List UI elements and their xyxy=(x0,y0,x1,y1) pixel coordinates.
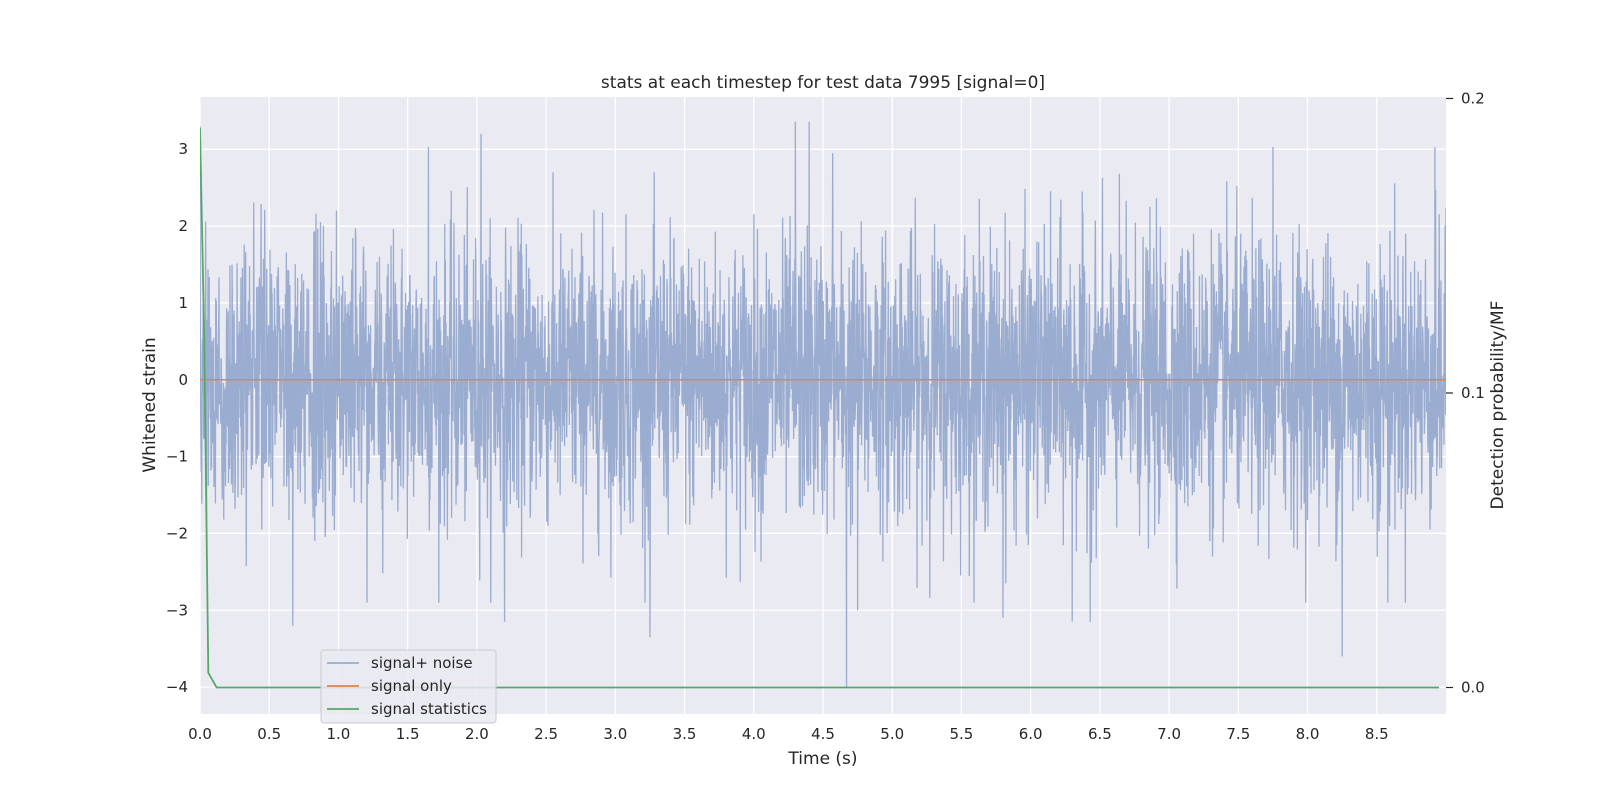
legend-label-signal-noise: signal+ noise xyxy=(371,654,473,672)
x-tick-label: 4.0 xyxy=(742,725,766,743)
y-left-tick-label: 3 xyxy=(178,140,188,158)
legend: signal+ noise signal only signal statist… xyxy=(320,649,497,724)
y-right-tick-label: 0.2 xyxy=(1461,89,1485,107)
x-tick-label: 3.5 xyxy=(673,725,697,743)
y-right-tick-label: 0.0 xyxy=(1461,678,1485,696)
x-axis-title: Time (s) xyxy=(787,749,857,769)
x-tick-label: 4.5 xyxy=(811,725,835,743)
legend-frame xyxy=(320,649,497,724)
x-tick-label: 6.0 xyxy=(1019,725,1043,743)
x-tick-label: 2.0 xyxy=(465,725,489,743)
x-tick-label: 1.5 xyxy=(396,725,420,743)
x-tick-label: 0.0 xyxy=(188,725,212,743)
y-right-tick-label: 0.1 xyxy=(1461,384,1485,402)
legend-label-signal-statistics: signal statistics xyxy=(371,700,487,718)
x-tick-label: 6.5 xyxy=(1088,725,1112,743)
y-left-tick-label: −3 xyxy=(166,601,188,619)
y-left-tick-label: −4 xyxy=(166,678,188,696)
y-left-tick-label: 1 xyxy=(178,294,188,312)
x-tick-label: 5.0 xyxy=(880,725,904,743)
series-line-signal-noise xyxy=(200,121,1446,688)
x-tick-label: 1.0 xyxy=(327,725,351,743)
chart-title: stats at each timestep for test data 799… xyxy=(601,73,1045,93)
y-left-tick-label: 2 xyxy=(178,217,188,235)
x-tick-label: 7.0 xyxy=(1157,725,1181,743)
y-axis-left-title: Whitened strain xyxy=(140,337,160,472)
y-axis-right-title: Detection probability/MF xyxy=(1488,301,1508,510)
x-tick-label: 8.5 xyxy=(1365,725,1389,743)
x-tick-label: 5.5 xyxy=(950,725,974,743)
y-left-tick-label: −2 xyxy=(166,524,188,542)
y-left-tick-label: 0 xyxy=(178,371,188,389)
tick-labels: 0.0 0.5 1.0 1.5 2.0 2.5 3.0 3.5 4.0 4.5 5.0 5.5 6.0 6… xyxy=(166,89,1485,743)
legend-label-signal-only: signal only xyxy=(371,677,452,695)
x-tick-label: 8.0 xyxy=(1296,725,1320,743)
y-left-tick-label: −1 xyxy=(166,448,188,466)
x-tick-label: 2.5 xyxy=(534,725,558,743)
x-tick-label: 0.5 xyxy=(257,725,281,743)
x-tick-label: 7.5 xyxy=(1226,725,1250,743)
x-tick-label: 3.0 xyxy=(603,725,627,743)
